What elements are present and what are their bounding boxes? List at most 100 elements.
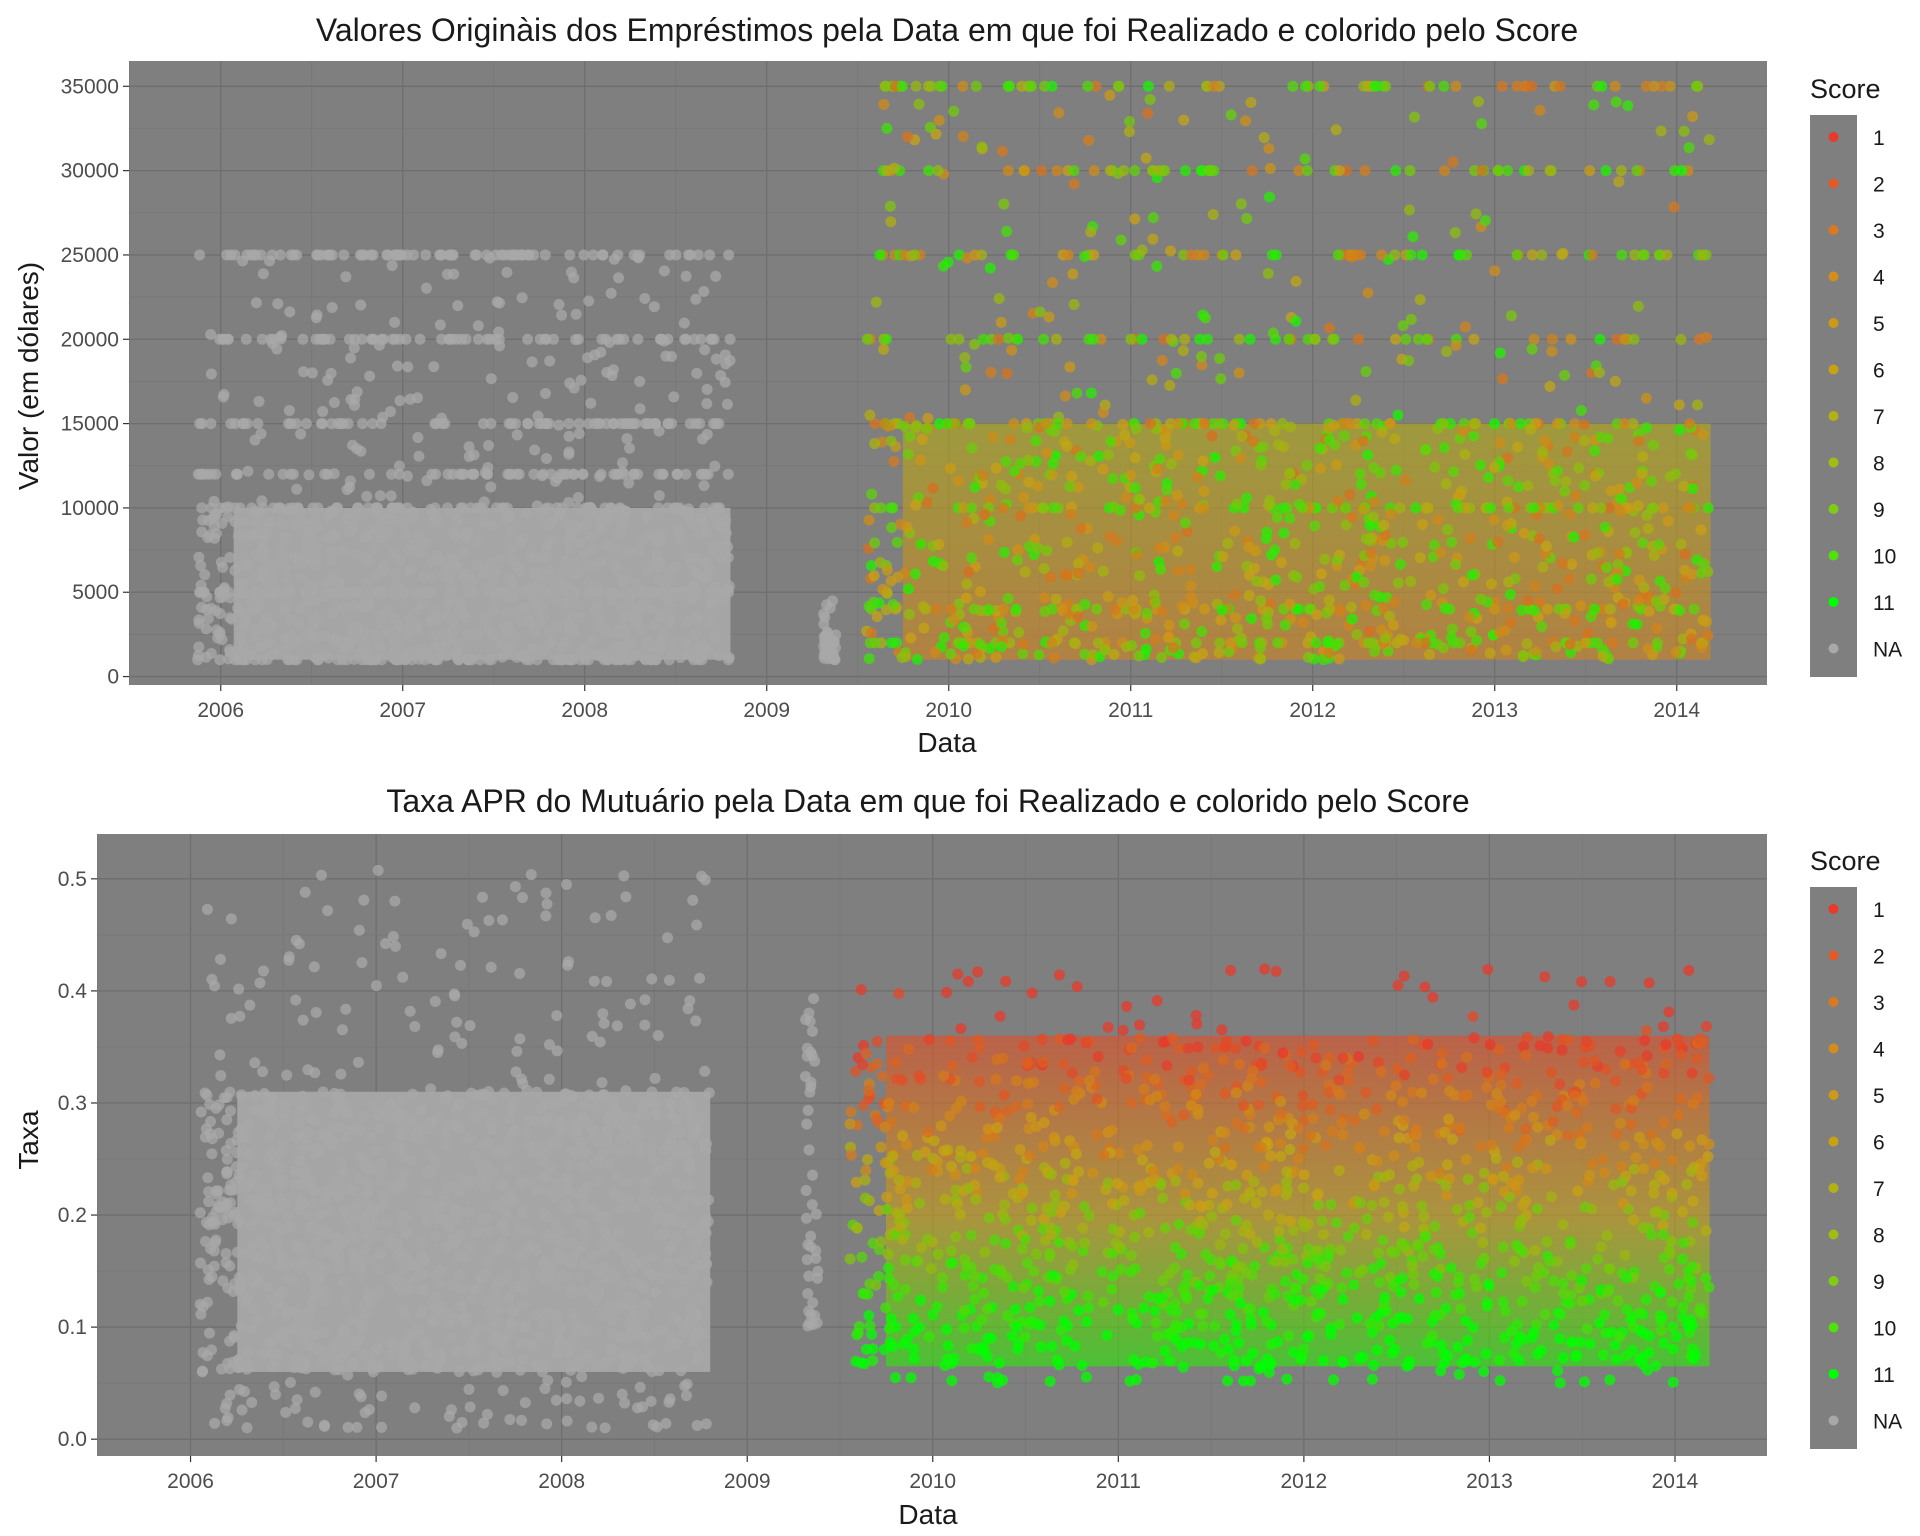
data-point: [1443, 1085, 1455, 1097]
data-point: [869, 537, 881, 549]
data-point: [887, 502, 899, 514]
data-point: [525, 643, 537, 655]
data-point: [305, 1219, 317, 1231]
data-point: [1344, 489, 1356, 501]
data-point: [1376, 624, 1388, 636]
data-point: [1086, 418, 1098, 430]
data-point: [873, 597, 885, 609]
data-point: [441, 502, 453, 514]
data-point: [535, 617, 547, 629]
data-point: [1570, 1351, 1582, 1363]
data-point: [1345, 601, 1357, 613]
data-point: [515, 1337, 527, 1349]
data-point: [1511, 249, 1523, 261]
data-point: [248, 624, 260, 636]
data-point: [724, 333, 736, 345]
data-point: [1631, 477, 1643, 489]
data-point: [1440, 478, 1452, 490]
data-point: [210, 605, 222, 617]
data-point: [1172, 449, 1184, 461]
data-point: [515, 537, 527, 549]
data-point: [1470, 208, 1482, 220]
data-point: [1565, 333, 1577, 345]
data-point: [260, 1091, 272, 1103]
data-point: [540, 1116, 552, 1128]
data-point: [637, 1283, 649, 1295]
data-point: [589, 1279, 601, 1291]
data-point: [1297, 502, 1309, 514]
data-point: [445, 1331, 457, 1343]
data-point: [1676, 165, 1688, 177]
data-point: [1251, 575, 1263, 587]
data-point: [431, 1362, 443, 1374]
data-point: [414, 587, 426, 599]
data-point: [805, 1076, 817, 1088]
data-point: [323, 249, 335, 261]
data-point: [1618, 418, 1630, 430]
data-point: [404, 1005, 416, 1017]
data-point: [878, 98, 890, 110]
data-point: [1592, 1253, 1604, 1265]
data-point: [483, 1225, 495, 1237]
data-point: [710, 353, 722, 365]
data-point: [974, 638, 986, 650]
data-point: [215, 953, 227, 965]
data-point: [264, 1217, 276, 1229]
data-point: [246, 1396, 258, 1408]
data-point: [552, 1326, 564, 1338]
data-point: [1459, 321, 1471, 333]
data-point: [1614, 492, 1626, 504]
data-point: [573, 565, 585, 577]
data-point: [1010, 603, 1022, 615]
data-point: [230, 1147, 242, 1159]
data-point: [504, 1187, 516, 1199]
data-point: [487, 576, 499, 588]
data-point: [998, 502, 1010, 514]
data-point: [1018, 492, 1030, 504]
data-point: [952, 475, 964, 487]
data-point: [709, 460, 721, 472]
data-point: [863, 514, 875, 526]
data-point: [1160, 439, 1172, 451]
data-point: [660, 591, 672, 603]
data-point: [564, 249, 576, 261]
data-point: [531, 586, 543, 598]
data-point: [1154, 453, 1166, 465]
data-point: [1274, 1234, 1286, 1246]
data-point: [377, 516, 389, 528]
data-point: [690, 1238, 702, 1250]
data-point: [1290, 275, 1302, 287]
data-point: [372, 1230, 384, 1242]
data-point: [1086, 620, 1098, 632]
data-point: [342, 1421, 354, 1433]
data-point: [1199, 603, 1211, 615]
data-point: [687, 1118, 699, 1130]
data-point: [1382, 645, 1394, 657]
data-point: [248, 1302, 260, 1314]
data-point: [275, 1192, 287, 1204]
data-point: [357, 1323, 369, 1335]
data-point: [987, 431, 999, 443]
data-point: [1116, 597, 1128, 609]
data-point: [1554, 1078, 1566, 1090]
data-point: [508, 1196, 520, 1208]
data-point: [517, 1353, 529, 1365]
data-point: [1578, 419, 1590, 431]
data-point: [535, 1330, 547, 1342]
data-point: [380, 938, 392, 950]
data-point: [618, 1248, 630, 1260]
data-point: [1192, 1108, 1204, 1120]
data-point: [1079, 250, 1091, 262]
data-point: [565, 1145, 577, 1157]
data-point: [722, 468, 734, 480]
data-point: [998, 603, 1010, 615]
data-point: [1112, 1304, 1124, 1316]
data-point: [306, 367, 318, 379]
data-point: [1155, 563, 1167, 575]
data-point: [1195, 350, 1207, 362]
data-point: [1403, 204, 1415, 216]
data-point: [921, 497, 933, 509]
data-point: [462, 1206, 474, 1218]
data-point: [1497, 373, 1509, 385]
